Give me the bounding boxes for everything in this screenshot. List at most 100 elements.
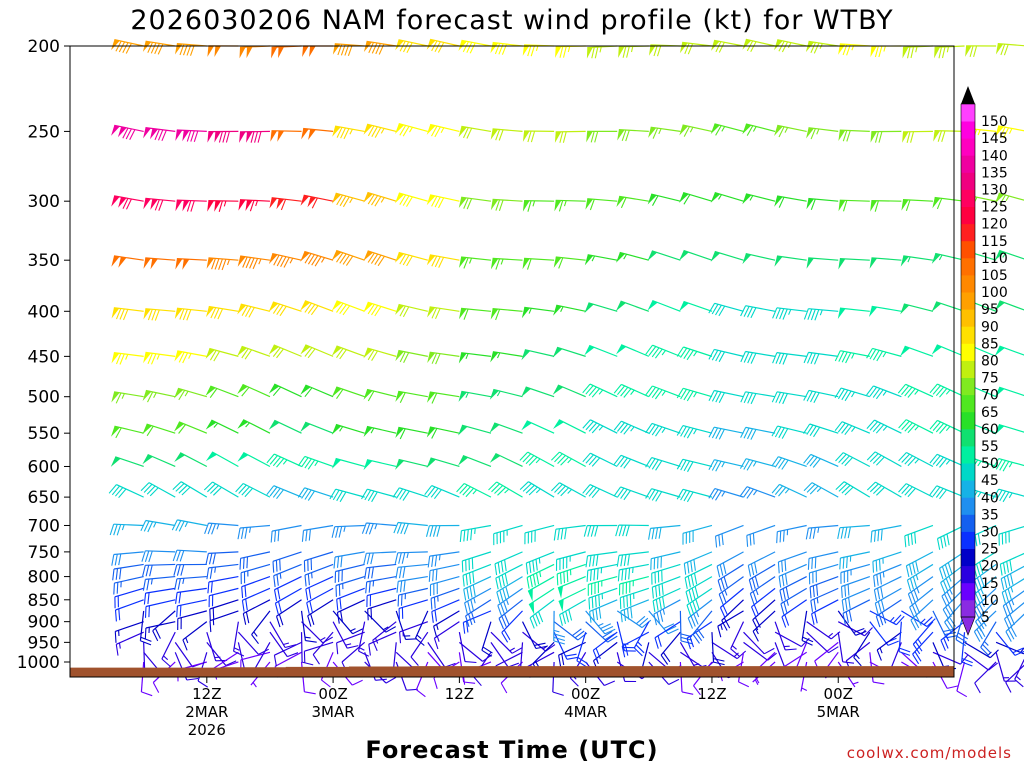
wind-barb xyxy=(646,489,681,502)
wind-barb-shaft xyxy=(875,482,901,497)
wind-barb xyxy=(458,456,491,467)
wind-barb-full xyxy=(434,526,437,537)
wind-barb-full xyxy=(194,131,198,142)
wind-barb-flag xyxy=(206,386,216,396)
wind-barb-flag xyxy=(238,200,245,211)
colorbar-swatch xyxy=(961,104,975,122)
colorbar-swatch xyxy=(961,429,975,447)
wind-barb-full xyxy=(592,458,600,467)
wind-barb xyxy=(162,632,175,666)
wind-barb-shaft xyxy=(209,588,238,595)
wind-barb-full xyxy=(275,590,277,601)
wind-barb xyxy=(425,486,460,499)
wind-barb xyxy=(740,459,775,471)
wind-barb-shaft xyxy=(140,611,143,641)
wind-barb xyxy=(270,131,301,142)
wind-barb-full xyxy=(780,531,781,542)
wind-barb-shaft xyxy=(808,525,838,528)
wind-barb-full xyxy=(180,605,181,616)
wind-barb-flag xyxy=(174,388,183,398)
wind-barb xyxy=(614,421,649,434)
y-tick-label: 250 xyxy=(28,122,60,142)
wind-barb-half xyxy=(690,127,693,132)
wind-barb xyxy=(838,622,872,636)
wind-barb xyxy=(116,632,143,655)
wind-barb-flag xyxy=(648,194,657,204)
wind-barb-half xyxy=(254,632,257,637)
wind-barb-flag xyxy=(206,349,215,359)
wind-barb-full xyxy=(174,565,177,576)
wind-barb-flag xyxy=(806,41,814,52)
wind-barb-shaft xyxy=(523,632,546,651)
wind-barb xyxy=(870,611,904,625)
wind-barb xyxy=(332,193,365,207)
wind-barb-full xyxy=(371,553,374,564)
wind-barb-flag xyxy=(175,259,182,270)
wind-barb-full xyxy=(467,588,469,599)
wind-barb-half xyxy=(253,682,256,687)
wind-barb-flag xyxy=(118,257,126,268)
wind-barb xyxy=(1000,552,1024,576)
wind-barb-half xyxy=(474,598,475,604)
wind-barb xyxy=(237,304,270,317)
wind-barb-full xyxy=(397,523,401,534)
wind-barb-full xyxy=(557,574,558,585)
wind-barb-shaft xyxy=(652,577,680,588)
wind-barb-half xyxy=(856,655,860,659)
wind-barb xyxy=(836,482,870,497)
credit-link[interactable]: coolwx.com/models xyxy=(847,744,1012,762)
wind-barb-shaft xyxy=(683,388,712,396)
wind-barb xyxy=(332,387,365,399)
wind-barb-full xyxy=(724,577,727,588)
wind-barb-shaft xyxy=(114,524,144,525)
wind-barb-flag xyxy=(679,125,688,136)
wind-barb xyxy=(143,391,176,403)
wind-barb-full xyxy=(854,657,862,666)
wind-barb-full xyxy=(879,614,883,625)
wind-barb-full xyxy=(213,608,214,619)
wind-barb-half xyxy=(157,354,159,359)
wind-barb xyxy=(838,611,866,635)
wind-barb-shaft xyxy=(777,525,806,531)
wind-barb xyxy=(899,420,933,434)
wind-barb-shaft xyxy=(652,564,681,573)
wind-barb-full xyxy=(567,571,568,582)
wind-barb xyxy=(781,588,807,614)
wind-barb-full xyxy=(1001,579,1004,590)
colorbar-tick-label: 115 xyxy=(981,234,1008,250)
colorbar-swatch xyxy=(961,480,975,498)
wind-barb-full xyxy=(191,45,195,56)
wind-barb-shaft xyxy=(241,564,270,572)
wind-barb xyxy=(176,588,207,603)
wind-barb-shaft xyxy=(840,552,869,558)
wind-barb-shaft xyxy=(975,662,996,683)
wind-barb-flag xyxy=(151,258,158,269)
wind-barb xyxy=(490,423,523,433)
wind-barb-shaft xyxy=(463,564,491,575)
wind-barb-half xyxy=(592,256,595,261)
wind-barb-half xyxy=(417,635,421,639)
wind-barb-full xyxy=(881,587,883,598)
wind-barb-full xyxy=(871,531,872,542)
wind-barb-full xyxy=(278,588,280,599)
wind-barb-full xyxy=(870,422,878,431)
wind-barb-full xyxy=(558,486,566,494)
wind-barb-shaft xyxy=(620,577,649,584)
wind-barb-shaft xyxy=(238,632,258,654)
wind-barb-full xyxy=(908,535,909,546)
wind-barb-flag xyxy=(427,255,436,266)
wind-barb-flag xyxy=(118,127,127,138)
wind-barb-half xyxy=(320,638,325,641)
wind-barb-full xyxy=(208,523,212,534)
wind-barb-full xyxy=(207,568,209,579)
wind-barb xyxy=(900,304,933,315)
wind-barb xyxy=(957,662,967,697)
wind-barb-half xyxy=(599,426,603,430)
wind-barb-full xyxy=(876,457,884,465)
y-tick-label: 400 xyxy=(28,302,60,322)
wind-barb-shaft xyxy=(906,484,933,498)
wind-barb-flag xyxy=(395,427,404,438)
wind-barb xyxy=(554,632,578,659)
wind-barb-shaft xyxy=(731,622,744,649)
wind-barb-half xyxy=(852,392,855,397)
